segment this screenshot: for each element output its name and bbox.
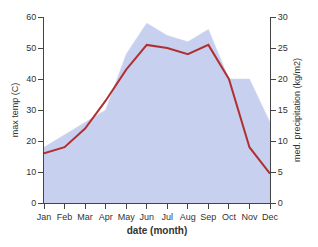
svg-text:Aug: Aug — [180, 212, 196, 222]
svg-text:Feb: Feb — [57, 212, 73, 222]
svg-text:20: 20 — [26, 136, 36, 146]
svg-text:Sep: Sep — [200, 212, 216, 222]
svg-text:Nov: Nov — [241, 212, 258, 222]
svg-text:10: 10 — [278, 136, 288, 146]
svg-text:5: 5 — [278, 167, 283, 177]
svg-text:Jan: Jan — [37, 212, 52, 222]
svg-text:Oct: Oct — [222, 212, 237, 222]
svg-text:50: 50 — [26, 43, 36, 53]
svg-text:Jun: Jun — [139, 212, 154, 222]
svg-text:May: May — [118, 212, 136, 222]
svg-text:Mar: Mar — [77, 212, 93, 222]
svg-text:Dec: Dec — [262, 212, 279, 222]
svg-text:Jul: Jul — [162, 212, 174, 222]
svg-text:60: 60 — [26, 12, 36, 22]
svg-text:max temp (C): max temp (C) — [10, 83, 20, 138]
svg-text:40: 40 — [26, 74, 36, 84]
svg-text:0: 0 — [31, 198, 36, 208]
svg-text:20: 20 — [278, 74, 288, 84]
svg-text:30: 30 — [278, 12, 288, 22]
svg-text:30: 30 — [26, 105, 36, 115]
svg-text:med. precipitation (kg/m2): med. precipitation (kg/m2) — [292, 58, 302, 162]
svg-text:0: 0 — [278, 198, 283, 208]
svg-text:25: 25 — [278, 43, 288, 53]
svg-text:date (month): date (month) — [127, 225, 188, 236]
svg-text:10: 10 — [26, 167, 36, 177]
svg-text:Apr: Apr — [99, 212, 113, 222]
svg-text:15: 15 — [278, 105, 288, 115]
